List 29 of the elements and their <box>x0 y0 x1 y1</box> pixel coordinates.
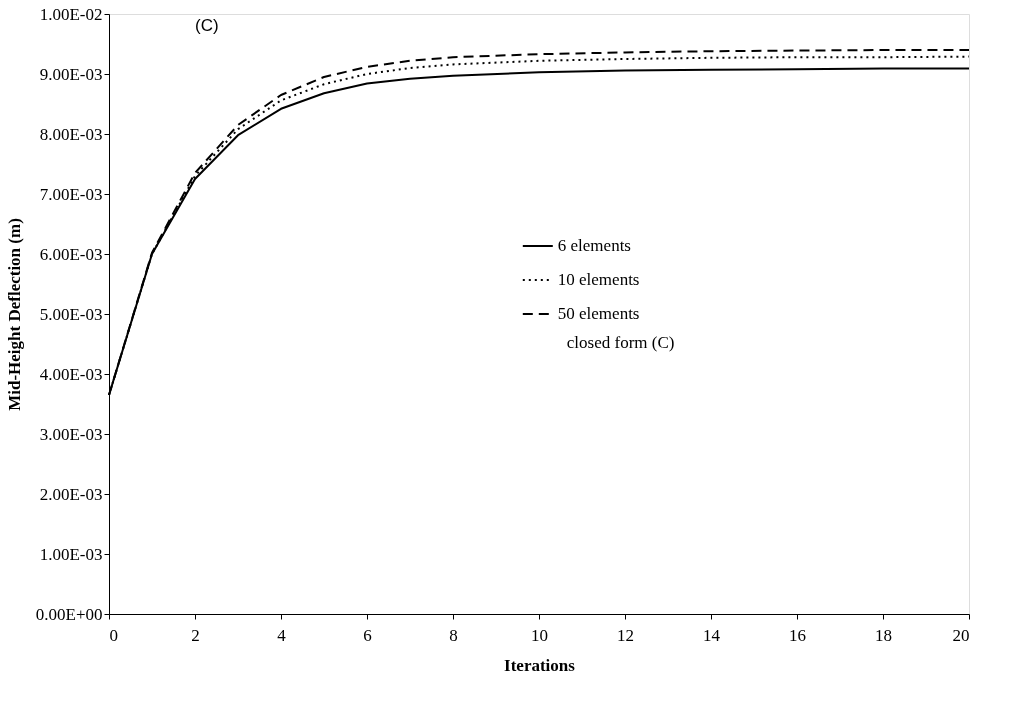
x-tick-label: 18 <box>875 625 892 645</box>
y-tick-label: 5.00E-03 <box>39 304 103 324</box>
x-tick-label: 10 <box>531 625 548 645</box>
y-tick-label: 8.00E-03 <box>39 124 103 144</box>
x-tick-label: 20 <box>952 625 970 645</box>
legend-label: 50 elements <box>557 304 640 323</box>
y-tick-label: 2.00E-03 <box>39 484 103 504</box>
x-tick-label: 14 <box>703 625 721 645</box>
x-tick-label: 12 <box>617 625 634 645</box>
x-tick-label: 6 <box>363 625 372 645</box>
annotation: (C) <box>195 16 219 35</box>
y-tick-label: 6.00E-03 <box>39 244 103 264</box>
legend-label: 6 elements <box>557 236 631 255</box>
y-tick-label: 1.00E-02 <box>39 4 103 24</box>
y-tick-label: 3.00E-03 <box>39 424 103 444</box>
y-tick-label: 7.00E-03 <box>39 184 103 204</box>
x-axis-title: Iterations <box>504 655 576 675</box>
y-tick-label: 0.00E+00 <box>35 604 103 624</box>
x-tick-label: 0 <box>109 625 118 645</box>
y-axis-title: Mid-Height Deflection (m) <box>4 218 24 411</box>
x-tick-label: 16 <box>789 625 806 645</box>
x-tick-label: 4 <box>277 625 287 645</box>
x-tick-label: 2 <box>191 625 200 645</box>
y-tick-label: 4.00E-03 <box>39 364 103 384</box>
y-tick-label: 9.00E-03 <box>39 64 103 84</box>
y-tick-label: 1.00E-03 <box>39 544 103 564</box>
legend-label: 10 elements <box>557 270 640 289</box>
annotation: closed form (C) <box>566 333 675 352</box>
x-tick-label: 8 <box>449 625 458 645</box>
